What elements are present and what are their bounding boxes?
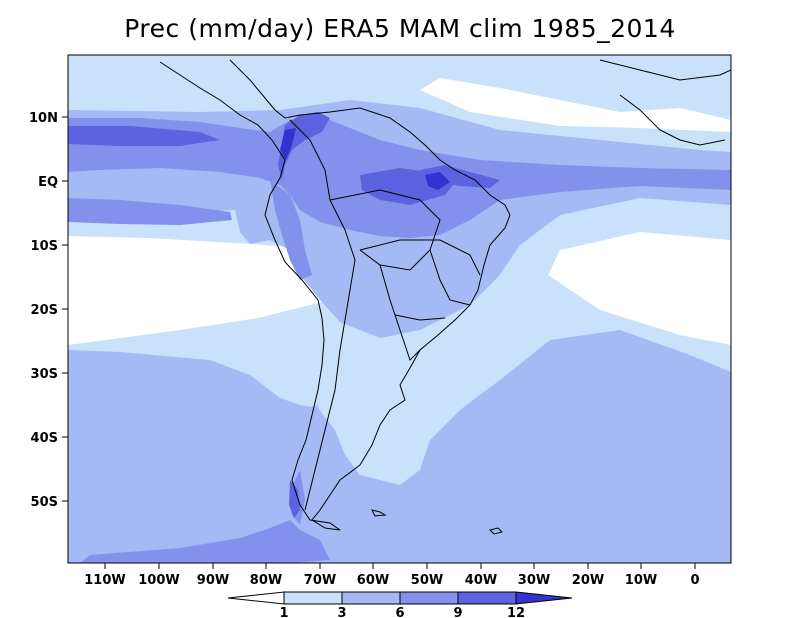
lon-label: 60W — [357, 573, 389, 588]
colorbar-segment — [227, 591, 285, 605]
colorbar-segment — [283, 591, 343, 605]
colorbar-segment — [341, 591, 401, 605]
lon-label: 50W — [411, 573, 443, 588]
lon-label: 110W — [84, 573, 125, 588]
colorbar-segment — [399, 591, 459, 605]
lon-label: 70W — [304, 573, 336, 588]
colorbar-segment — [515, 591, 573, 605]
colorbar-label: 9 — [453, 606, 462, 618]
lon-axis: 110W 100W 90W 80W 70W 60W 50W 40W 30W 20… — [84, 563, 700, 588]
lat-label: 50S — [31, 495, 58, 510]
lon-label: 40W — [465, 573, 497, 588]
lon-label: 100W — [138, 573, 179, 588]
colorbar: 1 3 6 9 12 — [227, 591, 573, 618]
map-title: Prec (mm/day) ERA5 MAM clim 1985_2014 — [124, 14, 676, 43]
lon-label: 80W — [250, 573, 282, 588]
lat-label: 30S — [31, 367, 58, 382]
precip-band-gt12 — [280, 128, 296, 160]
lat-label: 10S — [31, 239, 58, 254]
precip-field — [68, 55, 731, 563]
lat-label: 40S — [31, 431, 58, 446]
colorbar-label: 12 — [507, 606, 525, 618]
lat-label: EQ — [38, 175, 58, 190]
lat-label: 20S — [31, 303, 58, 318]
lon-label: 20W — [572, 573, 604, 588]
lon-label: 10W — [625, 573, 657, 588]
lon-label: 30W — [518, 573, 550, 588]
colorbar-label: 3 — [337, 606, 346, 618]
lat-axis: 10N EQ 10S 20S 30S 40S 50S — [29, 111, 68, 510]
colorbar-label: 1 — [279, 606, 288, 618]
colorbar-segment — [457, 591, 517, 605]
lon-label: 0 — [690, 573, 699, 588]
lon-label: 90W — [197, 573, 229, 588]
colorbar-label: 6 — [395, 606, 404, 618]
coastlines — [159, 59, 731, 535]
lat-label: 10N — [29, 111, 58, 126]
